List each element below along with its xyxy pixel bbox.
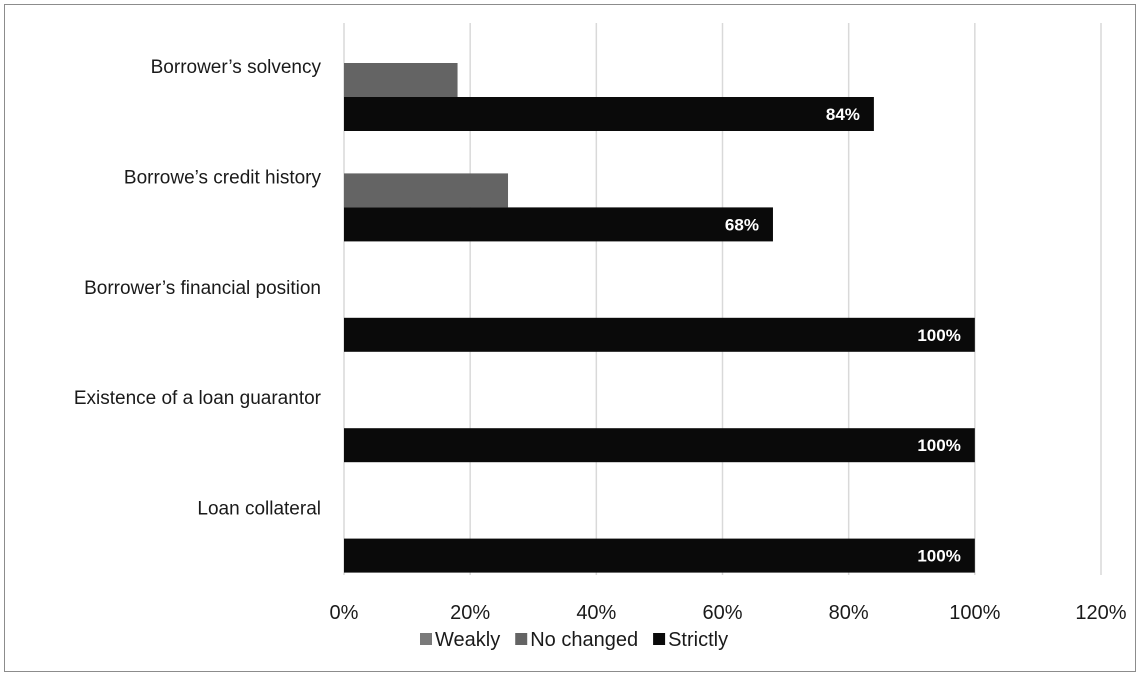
legend-label: No changed [530, 629, 638, 651]
data-label: 100% [917, 436, 960, 455]
x-tick-label: 80% [829, 602, 869, 624]
bar-strictly [344, 97, 874, 131]
bar-no-changed [344, 63, 458, 97]
x-tick-label: 40% [576, 602, 616, 624]
bar-chart: Borrower’s solvency Borrowe’s credit hist… [74, 23, 1127, 651]
category-label: Borrowe’s credit history [124, 167, 322, 188]
x-tick-label: 20% [450, 602, 490, 624]
data-label: 68% [725, 215, 759, 234]
bar-strictly [344, 317, 975, 352]
bar-strictly [344, 428, 975, 463]
category-label: Borrower’s solvency [151, 57, 322, 78]
data-label: 84% [826, 105, 860, 124]
legend-swatch [515, 633, 528, 645]
category-label: Existence of a loan guarantor [74, 388, 322, 409]
data-labels: 84% 68% 100% 100% 100% [725, 105, 961, 566]
x-tick-label: 120% [1075, 602, 1126, 624]
category-label: Loan collateral [197, 499, 321, 520]
x-tick-label: 0% [330, 602, 359, 624]
x-tick-label: 100% [949, 602, 1000, 624]
legend-label: Weakly [435, 629, 500, 651]
x-tick-label: 60% [702, 602, 742, 624]
legend-swatch [420, 633, 432, 645]
chart-frame: Borrower’s solvency Borrowe’s credit hist… [4, 4, 1136, 672]
legend: Weakly No changed Strictly [420, 629, 728, 651]
x-tick-labels: 0% 20% 40% 60% 80% 100% 120% [330, 602, 1127, 624]
bar-no-changed [344, 173, 509, 208]
bars [344, 63, 975, 573]
data-label: 100% [917, 547, 960, 566]
category-labels: Borrower’s solvency Borrowe’s credit hist… [74, 57, 322, 520]
bar-strictly [344, 207, 773, 242]
bar-strictly [344, 538, 975, 573]
category-label: Borrower’s financial position [84, 278, 321, 299]
data-label: 100% [917, 326, 960, 345]
legend-label: Strictly [668, 629, 728, 651]
legend-swatch [653, 633, 666, 645]
